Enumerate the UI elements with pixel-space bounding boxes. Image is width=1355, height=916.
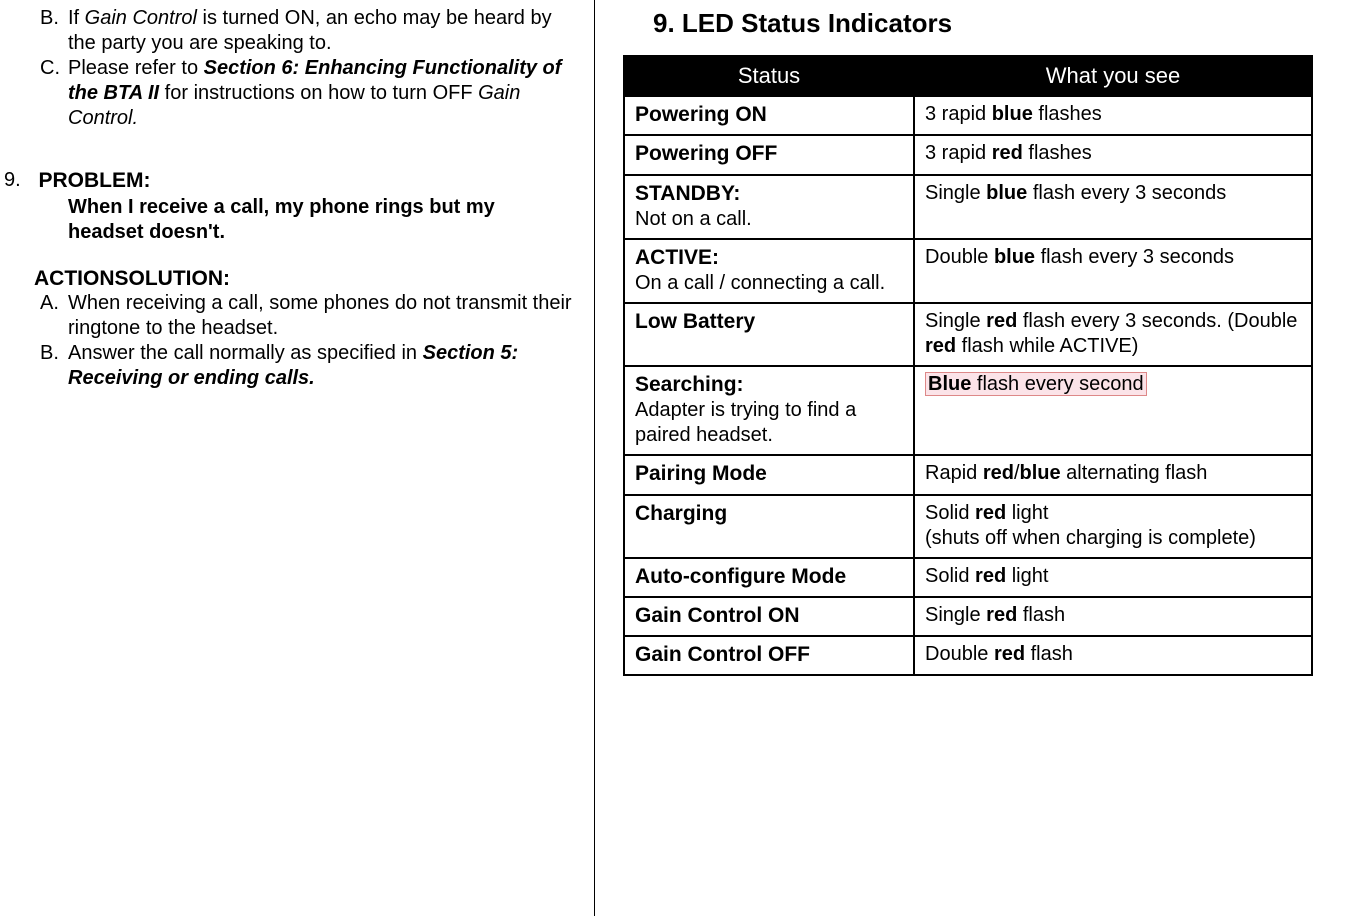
table-row: ACTIVE:On a call / connecting a call.Dou… bbox=[624, 239, 1312, 303]
action-solution-list: A.When receiving a call, some phones do … bbox=[4, 291, 574, 391]
led-status-table: Status What you see Powering ON3 rapid b… bbox=[623, 55, 1313, 676]
col-whatsee-header: What you see bbox=[914, 56, 1312, 96]
problem-number: 9. bbox=[4, 169, 34, 192]
status-cell: ACTIVE:On a call / connecting a call. bbox=[624, 239, 914, 303]
list-item: B.Answer the call normally as specified … bbox=[68, 341, 574, 391]
whatsee-cell: 3 rapid blue flashes bbox=[914, 96, 1312, 135]
list-marker: C. bbox=[40, 56, 60, 81]
status-cell: Charging bbox=[624, 495, 914, 558]
table-row: ChargingSolid red light(shuts off when c… bbox=[624, 495, 1312, 558]
status-cell: Pairing Mode bbox=[624, 455, 914, 494]
whatsee-cell: Double blue flash every 3 seconds bbox=[914, 239, 1312, 303]
table-row: Auto-configure ModeSolid red light bbox=[624, 558, 1312, 597]
action-label: ACTIONSOLUTION: bbox=[34, 267, 574, 291]
whatsee-cell: Blue flash every second bbox=[914, 366, 1312, 455]
list-item: B.If Gain Control is turned ON, an echo … bbox=[68, 6, 574, 56]
page: B.If Gain Control is turned ON, an echo … bbox=[0, 0, 1355, 916]
table-row: Low BatterySingle red flash every 3 seco… bbox=[624, 303, 1312, 366]
status-cell: Low Battery bbox=[624, 303, 914, 366]
problem-block: 9. PROBLEM: When I receive a call, my ph… bbox=[4, 169, 574, 391]
whatsee-cell: Single blue flash every 3 seconds bbox=[914, 175, 1312, 239]
table-row: STANDBY:Not on a call.Single blue flash … bbox=[624, 175, 1312, 239]
table-row: Gain Control OFFDouble red flash bbox=[624, 636, 1312, 675]
problem-label: PROBLEM: bbox=[38, 169, 150, 193]
problem-text: When I receive a call, my phone rings bu… bbox=[68, 195, 574, 245]
left-column: B.If Gain Control is turned ON, an echo … bbox=[0, 0, 595, 916]
list-marker: B. bbox=[40, 6, 59, 31]
list-marker: A. bbox=[40, 291, 59, 316]
status-cell: Searching:Adapter is trying to find a pa… bbox=[624, 366, 914, 455]
status-cell: Auto-configure Mode bbox=[624, 558, 914, 597]
table-row: Searching:Adapter is trying to find a pa… bbox=[624, 366, 1312, 455]
col-status-header: Status bbox=[624, 56, 914, 96]
table-row: Pairing ModeRapid red/blue alternating f… bbox=[624, 455, 1312, 494]
whatsee-cell: Single red flash every 3 seconds. (Doubl… bbox=[914, 303, 1312, 366]
status-cell: Gain Control OFF bbox=[624, 636, 914, 675]
table-row: Gain Control ONSingle red flash bbox=[624, 597, 1312, 636]
status-cell: Powering ON bbox=[624, 96, 914, 135]
table-row: Powering ON3 rapid blue flashes bbox=[624, 96, 1312, 135]
status-cell: Gain Control ON bbox=[624, 597, 914, 636]
status-cell: Powering OFF bbox=[624, 135, 914, 174]
whatsee-cell: Solid red light bbox=[914, 558, 1312, 597]
status-cell: STANDBY:Not on a call. bbox=[624, 175, 914, 239]
list-marker: B. bbox=[40, 341, 59, 366]
whatsee-cell: Single red flash bbox=[914, 597, 1312, 636]
right-column: 9. LED Status Indicators Status What you… bbox=[595, 0, 1355, 916]
table-header-row: Status What you see bbox=[624, 56, 1312, 96]
whatsee-cell: 3 rapid red flashes bbox=[914, 135, 1312, 174]
list-item: A.When receiving a call, some phones do … bbox=[68, 291, 574, 341]
section-heading: 9. LED Status Indicators bbox=[653, 8, 1345, 39]
prior-solution-list: B.If Gain Control is turned ON, an echo … bbox=[4, 6, 574, 131]
table-row: Powering OFF3 rapid red flashes bbox=[624, 135, 1312, 174]
whatsee-cell: Rapid red/blue alternating flash bbox=[914, 455, 1312, 494]
list-item: C.Please refer to Section 6: Enhancing F… bbox=[68, 56, 574, 131]
whatsee-cell: Solid red light(shuts off when charging … bbox=[914, 495, 1312, 558]
whatsee-cell: Double red flash bbox=[914, 636, 1312, 675]
